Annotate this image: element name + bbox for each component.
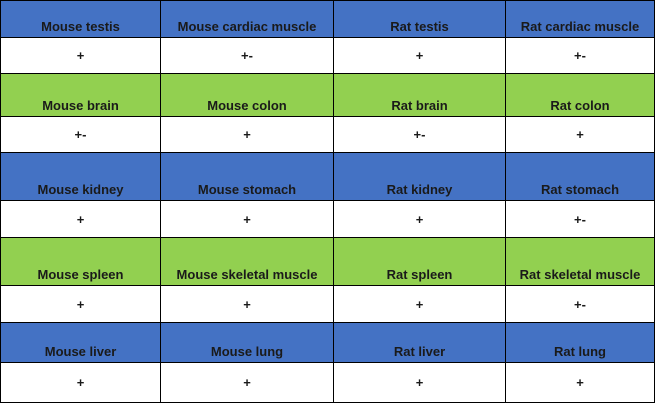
- expression-value-cell: +: [161, 363, 334, 403]
- tissue-header-cell: Mouse skeletal muscle: [161, 238, 334, 286]
- expression-value-cell: +: [161, 286, 334, 323]
- tissue-header-cell: Mouse kidney: [0, 153, 161, 201]
- tissue-header-cell: Mouse brain: [0, 74, 161, 117]
- expression-value-cell: +-: [334, 117, 506, 153]
- tissue-header-cell: Mouse colon: [161, 74, 334, 117]
- tissue-header-cell: Rat spleen: [334, 238, 506, 286]
- expression-value-cell: +: [506, 363, 655, 403]
- expression-value-cell: +: [334, 38, 506, 74]
- expression-value-cell: +: [0, 363, 161, 403]
- tissue-header-cell: Rat brain: [334, 74, 506, 117]
- expression-value-cell: +: [334, 201, 506, 238]
- tissue-header-cell: Rat colon: [506, 74, 655, 117]
- expression-value-cell: +-: [0, 117, 161, 153]
- tissue-header-cell: Rat kidney: [334, 153, 506, 201]
- tissue-header-cell: Mouse liver: [0, 323, 161, 363]
- tissue-header-cell: Mouse spleen: [0, 238, 161, 286]
- expression-value-cell: +: [0, 286, 161, 323]
- expression-value-cell: +: [0, 201, 161, 238]
- expression-value-cell: +-: [506, 286, 655, 323]
- expression-value-cell: +: [334, 363, 506, 403]
- tissue-header-cell: Rat testis: [334, 0, 506, 38]
- tissue-header-cell: Rat stomach: [506, 153, 655, 201]
- expression-value-cell: +-: [161, 38, 334, 74]
- tissue-header-cell: Rat cardiac muscle: [506, 0, 655, 38]
- tissue-header-cell: Mouse lung: [161, 323, 334, 363]
- tissue-header-cell: Rat skeletal muscle: [506, 238, 655, 286]
- tissue-header-cell: Mouse cardiac muscle: [161, 0, 334, 38]
- tissue-header-cell: Rat liver: [334, 323, 506, 363]
- expression-value-cell: +: [161, 201, 334, 238]
- tissue-header-cell: Rat lung: [506, 323, 655, 363]
- expression-value-cell: +: [334, 286, 506, 323]
- tissue-header-cell: Mouse testis: [0, 0, 161, 38]
- expression-value-cell: +: [0, 38, 161, 74]
- expression-value-cell: +-: [506, 201, 655, 238]
- expression-value-cell: +: [506, 117, 655, 153]
- tissue-header-cell: Mouse stomach: [161, 153, 334, 201]
- expression-value-cell: +-: [506, 38, 655, 74]
- expression-value-cell: +: [161, 117, 334, 153]
